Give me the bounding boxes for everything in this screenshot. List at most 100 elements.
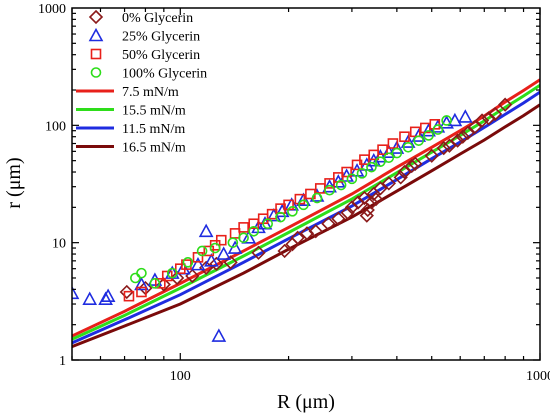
x-tick-label-1: 1000: [526, 369, 550, 384]
legend-marker-0: [88, 9, 104, 25]
data-point-s3-3: [166, 267, 178, 279]
data-point-s0-34: [450, 133, 465, 148]
axes: 100 1000 1 10 100 1000: [38, 2, 550, 384]
data-point-s0-29: [404, 158, 419, 174]
data-point-s0-38: [474, 113, 490, 128]
data-point-s2-2: [155, 278, 166, 289]
data-point-s1-20: [296, 192, 311, 207]
series-line-7: [72, 103, 540, 348]
data-point-s2-22: [341, 166, 352, 178]
x-axis-label: R (μm): [277, 391, 335, 413]
data-point-s3-12: [287, 206, 298, 217]
data-point-s1-14: [241, 230, 257, 244]
data-point-s2-5: [181, 259, 192, 270]
data-point-s1-4: [134, 276, 149, 291]
data-point-s1-33: [421, 123, 436, 137]
data-point-s0-28: [397, 164, 412, 180]
data-point-s3-18: [356, 168, 368, 179]
y-axis-label: r (μm): [3, 157, 25, 208]
legend-label-5: 15.5 mN/m: [122, 104, 186, 119]
legend-label-3: 100% Glycerin: [122, 67, 207, 82]
data-point-s0-16: [340, 205, 355, 220]
data-point-s1-37: [457, 109, 473, 123]
data-point-s3-24: [413, 135, 424, 146]
data-point-s2-26: [377, 144, 388, 155]
legend-marker-2: [90, 48, 102, 60]
legend-label-0: 0% Glycerin: [122, 11, 193, 26]
data-point-s3-26: [432, 124, 444, 135]
legend-marker-1: [88, 27, 104, 42]
legend-marker-3: [90, 67, 102, 78]
data-point-s2-9: [215, 234, 227, 246]
data-point-s3-25: [423, 130, 434, 141]
data-point-s1-8: [190, 256, 206, 271]
data-point-s3-19: [366, 161, 377, 173]
data-point-s0-8: [251, 245, 266, 260]
y-tick-label-1: 10: [52, 237, 66, 252]
data-point-s0-13: [308, 224, 323, 239]
data-point-s0-27: [393, 170, 408, 185]
legend-label-4: 7.5 mN/m: [122, 85, 179, 100]
data-point-s1-10: [204, 253, 219, 267]
data-point-s2-1: [136, 286, 147, 298]
data-point-s1-35: [439, 115, 454, 129]
data-point-s0-11: [290, 230, 305, 245]
data-point-s1-12: [216, 246, 232, 260]
data-point-s3-5: [196, 245, 208, 257]
data-point-s0-37: [467, 119, 483, 135]
legend-label-1: 25% Glycerin: [122, 30, 200, 45]
data-point-s3-8: [238, 232, 249, 244]
data-point-s0-9: [277, 243, 292, 259]
plot-frame: [71, 7, 541, 361]
data-point-s3-2: [149, 278, 161, 289]
data-point-s3-15: [324, 184, 335, 196]
data-point-s1-36: [447, 112, 463, 127]
series-line-4: [72, 78, 540, 338]
data-point-s3-6: [209, 242, 221, 254]
data-point-s0-32: [436, 140, 451, 156]
data-point-s1-9: [198, 223, 214, 238]
data-point-s0-35: [455, 129, 470, 144]
data-point-s1-0: [72, 285, 80, 300]
data-point-s3-1: [136, 267, 147, 279]
data-point-s0-39: [481, 111, 496, 126]
y-tick-label-2: 100: [45, 119, 66, 134]
data-point-s0-12: [299, 226, 315, 241]
legend-label-7: 16.5 mN/m: [122, 141, 186, 156]
data-point-s3-13: [298, 199, 309, 211]
y-tick-label-0: 1: [59, 354, 66, 369]
series-line-5: [72, 83, 540, 341]
data-point-s0-3: [169, 270, 185, 286]
data-point-s0-41: [498, 97, 513, 112]
data-point-s0-31: [424, 148, 439, 163]
plot-clipped-group: [72, 78, 540, 348]
data-point-s1-3: [100, 288, 116, 302]
data-point-s2-31: [429, 119, 441, 130]
data-point-s0-25: [373, 181, 388, 196]
data-point-s3-9: [248, 225, 260, 237]
data-point-s0-36: [460, 125, 475, 141]
data-point-s0-7: [223, 255, 238, 270]
data-point-s2-20: [324, 178, 335, 189]
legend-label-6: 11.5 mN/m: [122, 122, 185, 137]
plot-area: [72, 78, 540, 348]
data-point-s2-29: [409, 126, 421, 138]
data-point-s0-40: [487, 106, 503, 122]
data-point-s2-28: [399, 131, 410, 143]
data-point-s0-18: [350, 195, 366, 210]
legend-label-2: 50% Glycerin: [122, 48, 200, 63]
data-point-s3-4: [182, 257, 194, 268]
data-point-s0-22: [364, 195, 379, 210]
data-point-s2-0: [123, 290, 135, 302]
data-point-s0-30: [408, 156, 423, 171]
data-point-s1-11: [211, 328, 227, 342]
data-point-s0-26: [381, 176, 396, 191]
y-tick-label-3: 1000: [38, 2, 66, 17]
data-point-s2-7: [203, 245, 215, 257]
data-point-s0-6: [209, 256, 224, 271]
data-point-s0-14: [321, 216, 336, 231]
legend: 0% Glycerin 25% Glycerin 50% Glycerin 100% …: [76, 9, 207, 156]
data-point-s0-33: [442, 138, 457, 153]
data-point-s3-7: [227, 237, 239, 248]
data-point-s0-15: [331, 211, 346, 226]
